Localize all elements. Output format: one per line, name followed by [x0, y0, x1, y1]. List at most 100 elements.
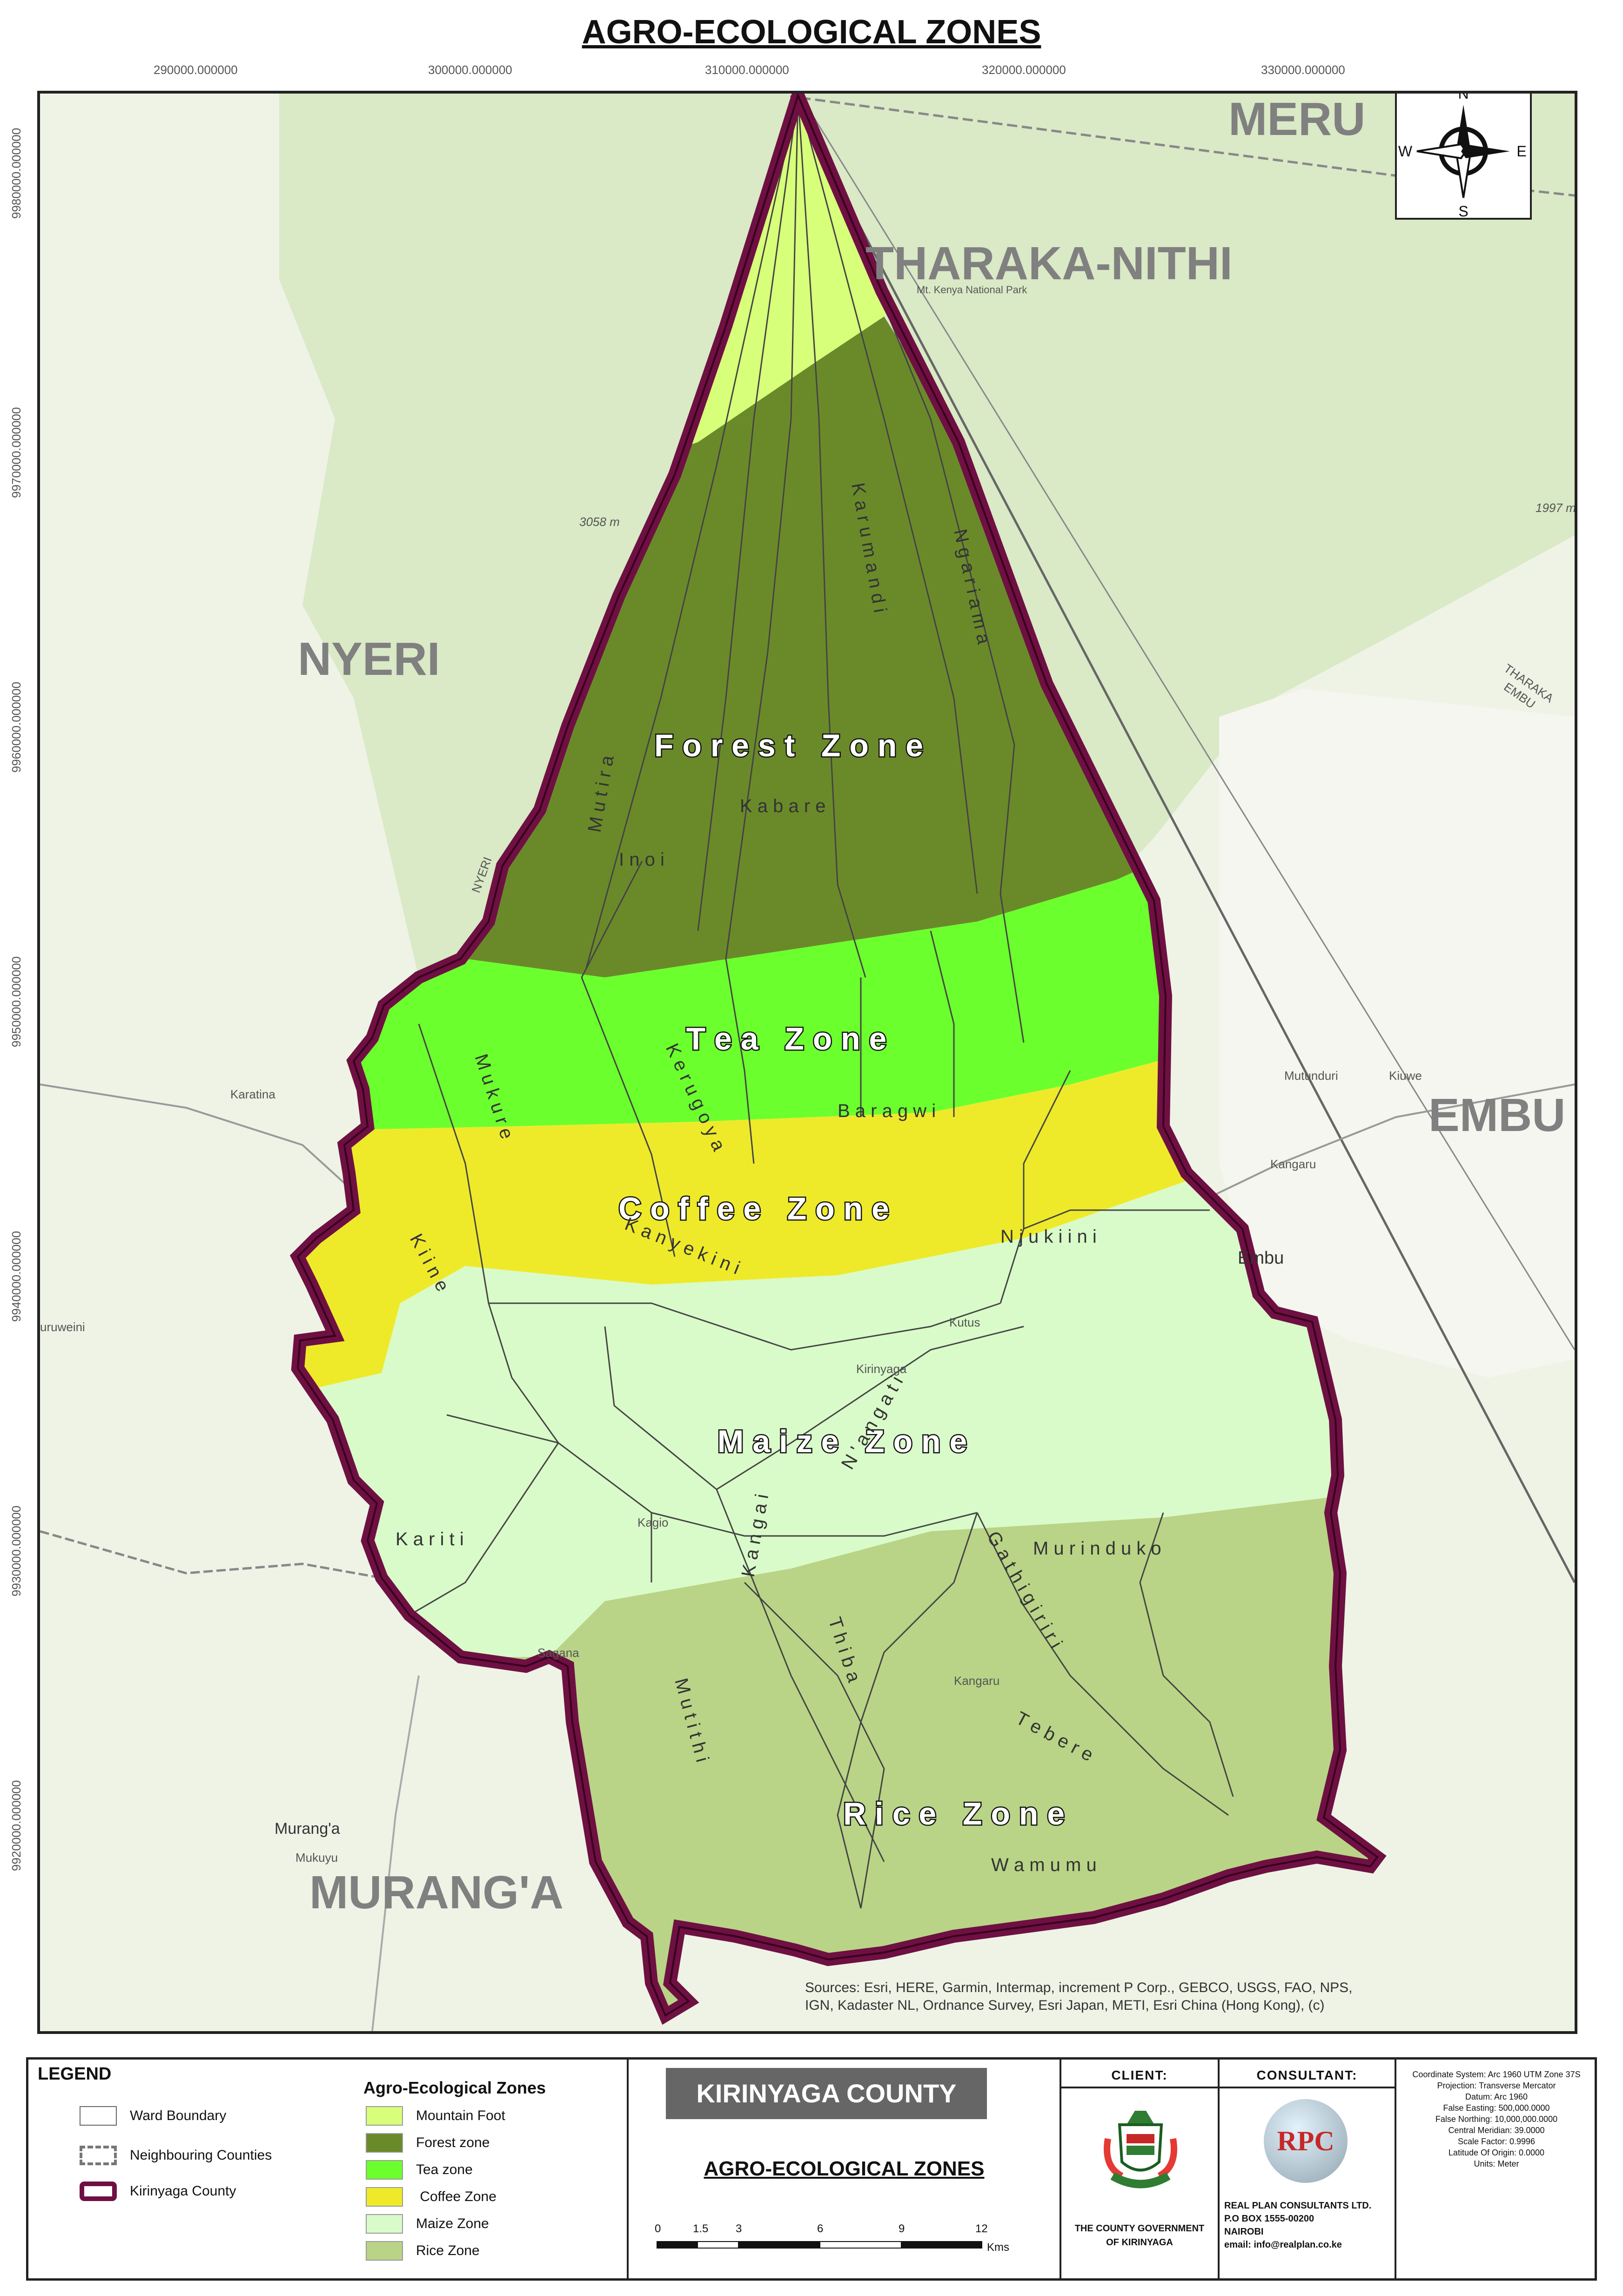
projection-line: Coordinate System: Arc 1960 UTM Zone 37S	[1412, 2070, 1581, 2079]
karatina-road	[40, 1084, 355, 1192]
scale-tick: 3	[736, 2222, 742, 2235]
projection-line: Central Meridian: 39.0000	[1448, 2126, 1545, 2135]
county-title: KIRINYAGA COUNTY	[666, 2068, 987, 2119]
title-panel: KIRINYAGA COUNTY AGRO-ECOLOGICAL ZONES 0…	[629, 2060, 1061, 2278]
legend-zone-forest: Forest zone	[366, 2133, 490, 2153]
tharaka-road	[790, 94, 1575, 1583]
county-label-muranga: MURANG'A	[309, 1866, 563, 1919]
scale-tick: 6	[817, 2222, 824, 2235]
legend-kirinyaga-county: Kirinyaga County	[80, 2182, 236, 2201]
legend-zone-coffee: Coffee Zone	[366, 2187, 496, 2207]
map-title: AGRO-ECOLOGICAL ZONES	[582, 13, 1041, 51]
rpc-logo: RPC	[1264, 2099, 1348, 2183]
northing-tick: 9930000.000000	[9, 1505, 23, 1596]
place-label: Mutunduri	[1284, 1069, 1338, 1083]
zone-label-maize: M a i z e Z o n e	[718, 1424, 967, 1459]
legend-label: Rice Zone	[416, 2243, 480, 2258]
easting-tick: 320000.000000	[982, 63, 1066, 77]
county-label-meru: MERU	[1228, 94, 1365, 145]
consultant-line: NAIROBI	[1224, 2227, 1264, 2237]
place-label: Murang'a	[275, 1820, 340, 1838]
maize-zone	[298, 1173, 1377, 1657]
consultant-line: P.O BOX 1555-00200	[1224, 2214, 1314, 2224]
legend-zone-tea: Tea zone	[366, 2160, 473, 2180]
ward-boundaries	[409, 95, 1234, 1909]
place-label: 1997 m	[1536, 501, 1575, 515]
consultant-line: email: info@realplan.co.ke	[1224, 2240, 1342, 2250]
legend-label: Neighbouring Counties	[130, 2148, 272, 2163]
sagana-road	[371, 1675, 420, 2031]
easting-tick: 300000.000000	[428, 63, 512, 77]
projection-line: Units: Meter	[1474, 2159, 1519, 2168]
place-label: Kirinyaga	[856, 1362, 907, 1376]
place-label: Kiuwe	[1389, 1069, 1422, 1083]
zone-label-coffee: C o f f e e Z o n e	[618, 1191, 889, 1226]
legend-label: Mountain Foot	[416, 2108, 505, 2123]
east-label: E	[1516, 143, 1526, 160]
place-label: Sagana	[537, 1646, 579, 1660]
west-label: W	[1398, 143, 1413, 160]
zone-label-forest: F o r e s t Z o n e	[654, 728, 923, 763]
ward-label-kabare: K a b a r e	[740, 796, 826, 816]
place-label: Mukuyu	[295, 1851, 338, 1865]
projection-line: Scale Factor: 0.9996	[1457, 2137, 1536, 2146]
legend-zone-maize: Maize Zone	[366, 2214, 489, 2234]
place-label: Mt. Kenya National Park	[917, 284, 1027, 296]
place-label: Embu	[1238, 1248, 1284, 1268]
county-label-tharaka: THARAKA-NITHI	[865, 237, 1233, 290]
legend-swatch	[366, 2160, 403, 2180]
place-label: Kangaru	[954, 1674, 999, 1688]
place-label: uruweini	[40, 1320, 85, 1334]
legend-heading: LEGEND	[38, 2064, 112, 2084]
zone-label-tea: T e a Z o n e	[686, 1021, 887, 1057]
place-label: 3058 m	[579, 515, 620, 529]
legend-label: Forest zone	[416, 2135, 490, 2150]
map-frame	[37, 91, 1577, 2034]
tea-zone	[298, 838, 1210, 1131]
south-label: S	[1458, 203, 1468, 220]
coffee-zone	[298, 1047, 1210, 1396]
ward-label-kariti: K a r i t i	[396, 1529, 464, 1549]
northing-tick: 9950000.000000	[9, 956, 23, 1047]
northing-tick: 9970000.000000	[9, 407, 23, 498]
ward-label-baragwi: B a r a g w i	[838, 1101, 936, 1121]
projection-line: Datum: Arc 1960	[1465, 2092, 1528, 2101]
zone-label-rice: R i c e Z o n e	[843, 1796, 1065, 1831]
ward-label-murinduko: M u r i n d u k o	[1033, 1538, 1161, 1559]
legend-label: Tea zone	[416, 2162, 473, 2177]
northing-tick: 9980000.000000	[9, 128, 23, 219]
attribution-line: IGN, Kadaster NL, Ordnance Survey, Esri …	[805, 1998, 1325, 2013]
boundary-line	[799, 95, 1575, 1350]
projection-line: False Easting: 500,000.0000	[1443, 2103, 1550, 2113]
legend-swatch	[366, 2106, 403, 2126]
north-label: N	[1458, 94, 1469, 102]
client-heading: CLIENT:	[1111, 2068, 1168, 2082]
easting-tick: 290000.000000	[154, 63, 238, 77]
scale-tick: 1.5	[693, 2222, 709, 2235]
place-label: Kutus	[949, 1315, 980, 1329]
legend-zone-rice: Rice Zone	[366, 2241, 480, 2261]
consultant-panel: CONSULTANT: RPC REAL PLAN CONSULTANTS LT…	[1220, 2060, 1396, 2278]
scale-bar: 0 1.5 3 6 9 12 Kms	[655, 2222, 1009, 2269]
attribution-line: Sources: Esri, HERE, Garmin, Intermap, i…	[805, 1980, 1352, 1995]
legend-label: Ward Boundary	[130, 2108, 227, 2123]
projection-line: Latitude Of Origin: 0.0000	[1448, 2148, 1545, 2157]
legend-swatch	[366, 2241, 403, 2261]
map-canvas[interactable]: N S E W MERU THARAKA-NITHI NYERI EMBU MU…	[40, 94, 1575, 2031]
northing-tick: 9920000.000000	[9, 1780, 23, 1871]
place-label: Kangaru	[1270, 1157, 1316, 1171]
place-label: Kagio	[637, 1515, 669, 1529]
rpc-logo-text: RPC	[1277, 2125, 1335, 2156]
legend-swatch	[366, 2133, 403, 2153]
legend-label: Kirinyaga County	[130, 2183, 236, 2199]
scale-unit: Kms	[987, 2241, 1009, 2254]
client-name-line: OF KIRINYAGA	[1106, 2237, 1173, 2248]
legend-panel: LEGEND Ward Boundary Neighbouring Counti…	[28, 2060, 629, 2278]
place-label: Karatina	[230, 1087, 275, 1101]
consultant-line: REAL PLAN CONSULTANTS LTD.	[1224, 2201, 1372, 2211]
projection-line: Projection: Transverse Mercator	[1437, 2081, 1556, 2090]
projection-line: False Northing: 10,000,000.0000	[1435, 2114, 1558, 2124]
scale-tick: 12	[975, 2222, 988, 2235]
embu-road	[1163, 1084, 1575, 1220]
nyeri-boundary	[40, 1530, 382, 1579]
